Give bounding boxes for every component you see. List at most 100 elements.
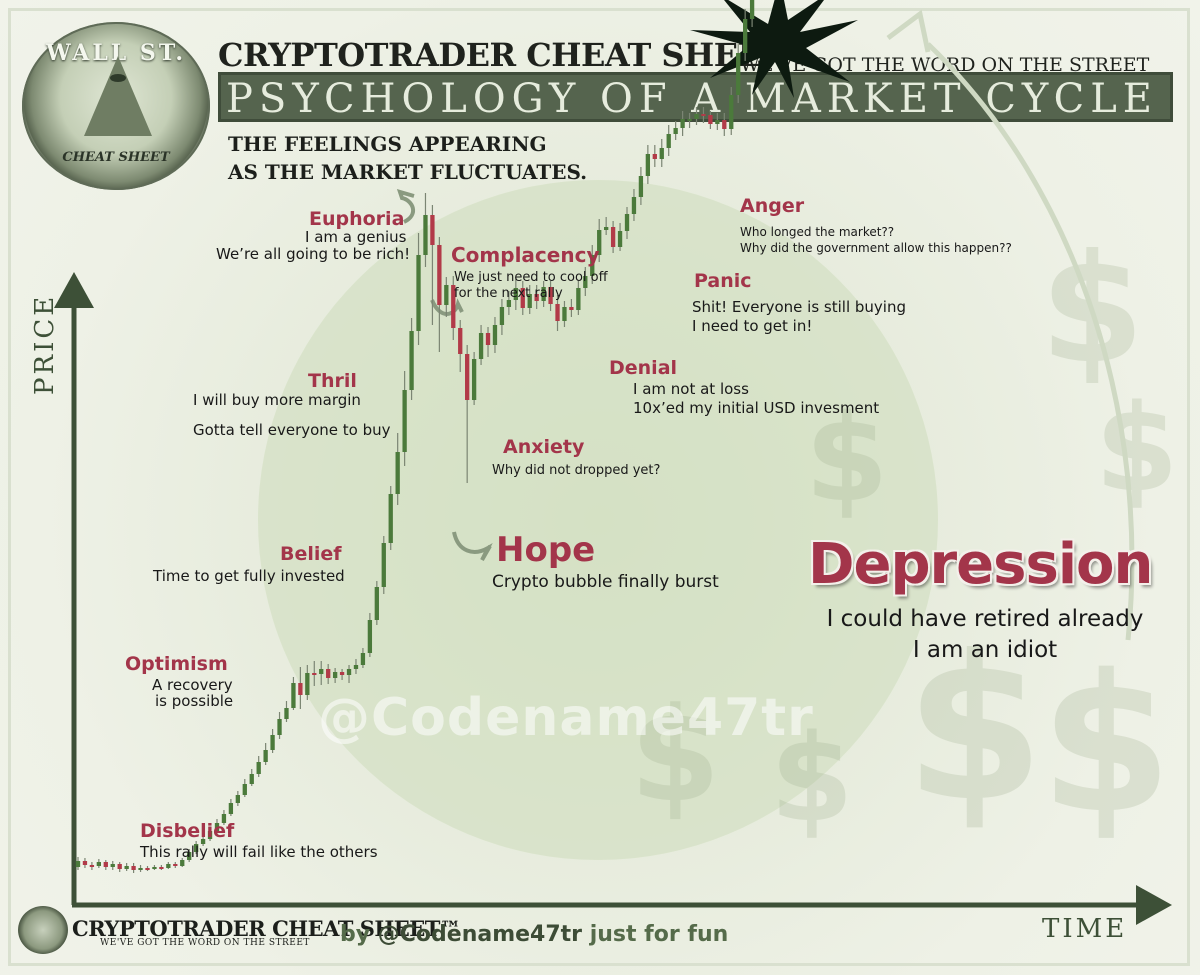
phase-quote-depression: I could have retired already I am an idi…: [800, 604, 1170, 666]
candle-body: [715, 120, 720, 124]
candle-body: [277, 719, 282, 735]
phase-quote-belief: Time to get fully invested: [153, 567, 345, 585]
candle-body: [291, 683, 296, 708]
pyramid-icon: [84, 56, 152, 136]
candle-body: [200, 839, 206, 844]
candle-body: [360, 653, 366, 665]
x-axis-label: TIME: [1042, 914, 1128, 944]
cycle-curve-arrowhead-icon: [886, 9, 931, 53]
candle-body: [708, 115, 713, 124]
cycle-curve-arrow: [926, 42, 1135, 641]
phase-title-hope: Hope: [496, 530, 596, 570]
candle-body: [617, 231, 623, 247]
candle-body: [388, 494, 393, 543]
candle-body: [527, 294, 532, 308]
burst-star-icon: [690, 0, 858, 98]
candle-body: [729, 95, 734, 129]
footer-by: by: [340, 922, 371, 947]
phase-quote-panic-2: I need to get in!: [692, 317, 813, 335]
candle-body: [339, 672, 345, 675]
phase-title-complacency: Complacency: [451, 243, 600, 267]
phase-quote-panic-1: Shit! Everyone is still buying: [692, 298, 906, 316]
candle-body: [187, 852, 192, 860]
candle-body: [749, 0, 755, 19]
footer-title: CRYPTOTRADER CHEAT SHEET™: [72, 916, 461, 941]
candle-body: [673, 128, 678, 134]
candle-body: [701, 114, 706, 116]
subtitle-line-2: AS THE MARKET FLUCTUATES.: [228, 160, 588, 184]
phase-title-anxiety: Anxiety: [503, 436, 585, 458]
candle-body: [117, 864, 122, 869]
dollar-decoration-icon: $: [630, 679, 721, 831]
candle-body: [96, 862, 102, 866]
candle-body: [207, 831, 213, 839]
phase-quote-disbelief: This rally will fail like the others: [140, 843, 378, 861]
candle-body: [430, 215, 435, 245]
candle-body: [458, 328, 463, 354]
candle-body: [409, 331, 414, 390]
candle-body: [437, 245, 442, 305]
phase-quote-thril-2: Gotta tell everyone to buy: [193, 421, 391, 439]
phase-quote-complacency-2: for the next rally: [454, 286, 563, 301]
y-axis-arrow-icon: [54, 272, 94, 308]
phase-quote-depression-1: I could have retired already: [826, 606, 1144, 632]
phase-title-denial: Denial: [609, 357, 678, 379]
candlestick-series: [75, 0, 755, 873]
candle-body: [173, 864, 178, 866]
candle-body: [423, 215, 428, 255]
candle-body: [416, 255, 421, 331]
candle-body: [353, 665, 359, 669]
candle-body: [242, 784, 247, 795]
background-circle: [258, 180, 938, 860]
phase-quote-complacency-1: We just need to cool off: [454, 270, 608, 285]
candle-body: [228, 803, 234, 814]
candle-body: [270, 735, 275, 750]
candle-body: [367, 620, 373, 653]
phase-title-thril: Thril: [308, 370, 357, 392]
phase-quote-denial-2: 10x’ed my initial USD invesment: [633, 399, 880, 417]
phase-quote-hope: Crypto bubble finally burst: [492, 572, 719, 592]
candle-body: [284, 708, 289, 719]
candle-body: [742, 19, 748, 53]
candle-body: [562, 307, 567, 321]
phase-title-panic: Panic: [694, 270, 752, 292]
candle-body: [374, 587, 379, 620]
candle-body: [624, 214, 630, 231]
candle-body: [645, 154, 651, 176]
footer-credit: by @Codename47tr just for fun: [340, 922, 728, 947]
candle-body: [680, 119, 685, 128]
y-axis-label: PRICE: [30, 293, 60, 395]
candle-body: [534, 294, 539, 301]
candle-body: [381, 543, 386, 587]
candle-body: [298, 683, 303, 695]
candle-body: [402, 390, 407, 452]
candle-body: [214, 823, 220, 831]
candle-body: [159, 867, 164, 869]
candle-body: [471, 359, 477, 400]
candle-body: [604, 227, 609, 230]
footer-handle: @Codename47tr: [377, 922, 583, 947]
candle-body: [576, 288, 581, 310]
phase-quote-optimism-1: A recovery: [152, 676, 233, 694]
phase-quote-anger-2: Why did the government allow this happen…: [740, 241, 1012, 255]
candle-body: [465, 354, 470, 400]
x-axis-arrow-icon: [1136, 885, 1172, 925]
phase-quote-anxiety: Why did not dropped yet?: [492, 463, 661, 478]
candle-body: [249, 774, 254, 784]
candle-body: [451, 285, 456, 328]
candle-body: [110, 864, 115, 867]
candle-body: [82, 861, 88, 865]
candle-body: [666, 134, 671, 148]
subtitle: THE FEELINGS APPEARING AS THE MARKET FLU…: [228, 130, 587, 186]
candle-body: [541, 287, 546, 301]
candle-body: [305, 673, 310, 695]
candle-body: [478, 333, 484, 359]
candle-body: [687, 119, 692, 121]
candle-body: [548, 287, 553, 304]
candle-body: [569, 307, 574, 310]
candle-body: [124, 866, 129, 869]
candle-body: [597, 230, 602, 255]
seal-bottom-text: CHEAT SHEET: [62, 150, 170, 165]
